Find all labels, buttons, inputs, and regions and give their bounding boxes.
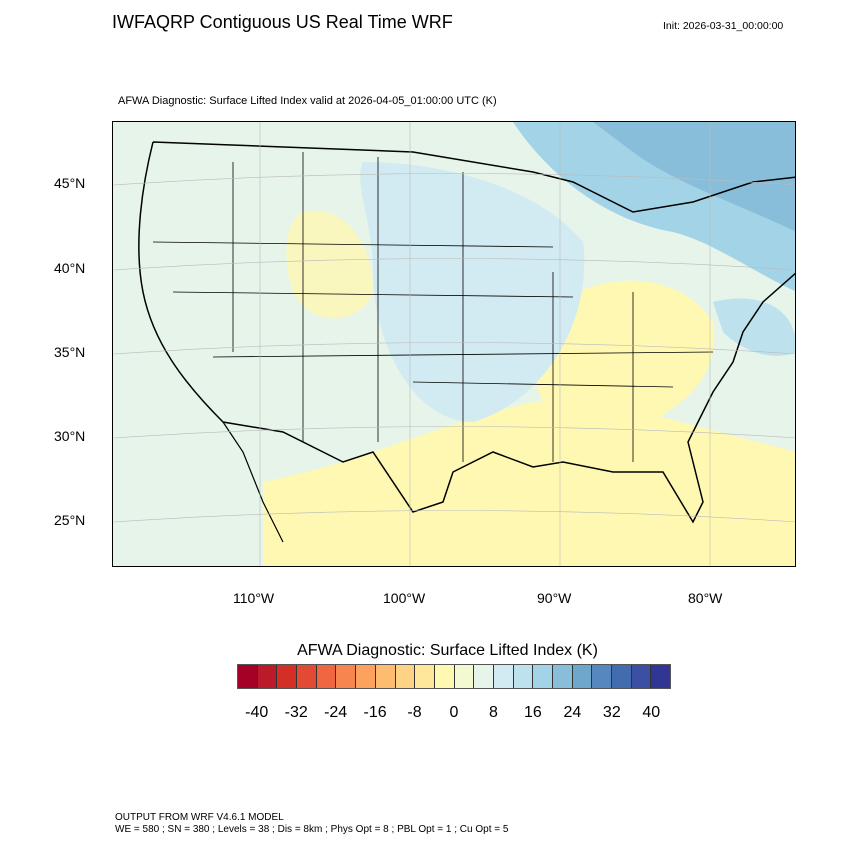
- lifted-index-field: [113, 122, 795, 566]
- field-yellow-east: [531, 280, 715, 442]
- colorbar-label: -40: [245, 704, 269, 721]
- lon-label-110w: 110°W: [233, 590, 275, 606]
- colorbar-box: [238, 665, 258, 688]
- colorbar-title: AFWA Diagnostic: Surface Lifted Index (K…: [297, 642, 598, 659]
- lat-label-35n: 35°N: [54, 344, 86, 360]
- plot-title: IWFAQRP Contiguous US Real Time WRF: [112, 12, 453, 32]
- colorbar-label: 16: [524, 704, 542, 721]
- colorbar-box: [631, 665, 652, 688]
- colorbar-box: [533, 665, 553, 688]
- colorbar-box: [493, 665, 514, 688]
- baja-coastline: [222, 421, 284, 543]
- colorbar-label: -8: [407, 704, 422, 721]
- colorbar: [237, 664, 671, 689]
- field-blue-atlantic: [713, 298, 795, 356]
- field-yellow-south: [263, 400, 795, 566]
- colorbar-box: [336, 665, 357, 688]
- colorbar-label: 8: [489, 704, 498, 721]
- colorbar-box: [513, 665, 534, 688]
- footer-model: OUTPUT FROM WRF V4.6.1 MODEL: [115, 812, 284, 823]
- colorbar-label: 0: [449, 704, 459, 721]
- colorbar-label: 32: [602, 704, 621, 721]
- field-yellow-west: [286, 210, 373, 319]
- colorbar-box: [572, 665, 593, 688]
- plot-subtitle: AFWA Diagnostic: Surface Lifted Index va…: [118, 95, 497, 107]
- colorbar-label: 24: [563, 704, 582, 721]
- colorbar-box: [553, 665, 573, 688]
- lat-label-40n: 40°N: [54, 260, 86, 276]
- init-time: Init: 2026-03-31_00:00:00: [663, 20, 784, 32]
- colorbar-label: -16: [363, 704, 387, 721]
- colorbar-label: -32: [284, 704, 308, 721]
- colorbar-box: [454, 665, 475, 688]
- colorbar-box: [592, 665, 613, 688]
- colorbar-box: [375, 665, 396, 688]
- colorbar-box: [316, 665, 337, 688]
- footer-options: WE = 580 ; SN = 380 ; Levels = 38 ; Dis …: [115, 824, 509, 835]
- colorbar-box: [474, 665, 494, 688]
- field-blue-canada: [593, 122, 795, 232]
- lat-label-45n: 45°N: [54, 175, 86, 191]
- colorbar-box: [612, 665, 632, 688]
- colorbar-box: [257, 665, 278, 688]
- colorbar-box: [434, 665, 455, 688]
- map-panel: [112, 121, 796, 567]
- lon-label-80w: 80°W: [688, 590, 723, 606]
- colorbar-box: [277, 665, 298, 688]
- state-borders: [152, 152, 714, 462]
- colorbar-box: [415, 665, 435, 688]
- colorbar-box: [395, 665, 416, 688]
- lon-label-90w: 90°W: [537, 590, 572, 606]
- lat-label-25n: 25°N: [54, 512, 86, 528]
- lon-label-100w: 100°W: [383, 590, 426, 606]
- colorbar-box: [297, 665, 317, 688]
- lat-label-30n: 30°N: [54, 428, 86, 444]
- colorbar-label: -24: [324, 704, 348, 721]
- colorbar-box: [356, 665, 376, 688]
- colorbar-label: 40: [642, 704, 661, 721]
- colorbar-box: [651, 665, 671, 688]
- coastline-and-border: [138, 141, 795, 524]
- graticule: [113, 122, 795, 566]
- field-blue-central: [360, 162, 585, 422]
